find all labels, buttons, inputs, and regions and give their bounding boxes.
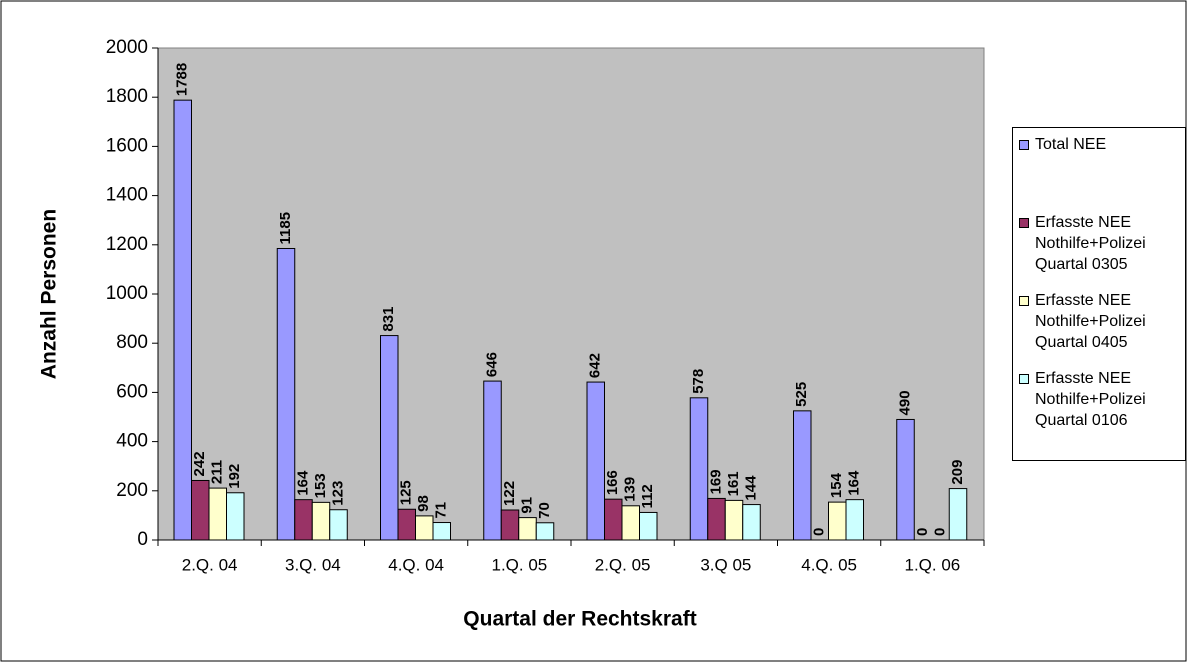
y-tick-label: 1800 [106,86,148,107]
bar [500,509,520,541]
value-label: 0 [811,528,828,536]
y-tick-label: 0 [137,529,148,550]
bar [604,498,623,541]
legend-entry: Total NEE [1019,134,1179,155]
bar [276,247,296,541]
y-tick-label: 800 [116,332,148,353]
bar [191,479,210,541]
bar [415,515,434,541]
bar [793,410,812,541]
bar [226,492,245,541]
legend-entry: Erfasste NEE Nothilfe+Polizei Quartal 03… [1019,212,1179,275]
y-tick-label: 1600 [106,135,148,156]
value-label: 144 [742,475,759,501]
x-tick-label: 2.Q. 05 [595,555,651,574]
value-label: 153 [312,473,329,498]
bar [294,499,313,541]
y-tick-label: 1400 [106,185,148,206]
y-tick-label: 1000 [106,283,148,304]
bar [432,522,451,541]
bar [948,488,968,541]
y-tick-label: 200 [116,480,148,501]
y-tick-label: 400 [116,431,148,452]
bar [586,381,605,541]
value-label: 98 [415,495,432,512]
x-tick-label: 4.Q. 04 [388,555,444,574]
value-label: 70 [536,502,553,519]
x-tick-label: 2.Q. 04 [182,555,238,574]
legend-label: Erfasste NEE Nothilfe+Polizei Quartal 01… [1035,370,1146,429]
x-tick-label: 1.Q. 05 [491,555,547,574]
bar [828,501,847,541]
bar [896,418,915,541]
bar [483,380,502,541]
value-label: 192 [226,464,243,489]
legend-label: Erfasste NEE Nothilfe+Polizei Quartal 03… [1035,214,1146,273]
bar [380,335,399,541]
bar [329,509,348,541]
y-axis-label: Anzahl Personen [38,209,61,379]
legend-swatch [1019,374,1029,384]
value-label: 1185 [277,212,294,245]
value-label: 578 [690,369,707,394]
bar [535,522,555,541]
value-label: 0 [931,528,948,536]
value-label: 211 [209,460,226,484]
value-label: 525 [793,382,810,407]
value-label: 161 [725,471,742,496]
bar [742,504,761,541]
y-tick-label: 1200 [106,234,148,255]
value-label: 154 [828,472,845,498]
bar [518,517,537,541]
legend-swatch [1019,296,1029,306]
legend: Total NEE Erfasste NEE Nothilfe+Polizei Q… [1012,127,1186,461]
value-label: 122 [501,481,518,506]
value-label: 164 [846,470,863,496]
value-label: 112 [639,484,656,508]
x-axis-label: Quartal der Rechtskraft [463,608,696,631]
x-tick-label: 1.Q. 06 [904,555,960,574]
value-label: 831 [380,307,397,332]
bar [397,508,416,541]
value-label: 646 [483,352,500,377]
legend-swatch [1019,218,1029,228]
bar [311,501,331,541]
x-tick-label: 3.Q. 04 [285,555,341,574]
bar [707,497,726,541]
x-tick-label: 3.Q 05 [700,555,751,574]
legend-swatch [1019,140,1029,150]
value-label: 91 [518,497,535,514]
value-label: 169 [707,469,724,494]
value-label: 1788 [174,63,191,96]
legend-label: Erfasste NEE Nothilfe+Polizei Quartal 04… [1035,292,1146,351]
legend-entry: Erfasste NEE Nothilfe+Polizei Quartal 01… [1019,368,1179,431]
legend-label: Total NEE [1035,136,1107,153]
value-label: 139 [622,477,639,502]
value-label: 242 [191,451,208,476]
bar [173,99,192,541]
value-label: 123 [329,481,346,506]
x-tick-label: 4.Q. 05 [801,555,857,574]
value-label: 490 [896,390,913,415]
value-label: 209 [949,460,966,485]
value-label: 125 [398,480,415,505]
value-label: 0 [914,528,931,536]
plot-area [157,47,985,541]
bar [689,397,709,541]
legend-entry: Erfasste NEE Nothilfe+Polizei Quartal 04… [1019,290,1179,353]
value-label: 642 [587,353,604,378]
value-label: 166 [604,470,621,495]
bar [621,505,640,541]
y-tick-label: 600 [116,381,148,402]
value-label: 164 [294,470,311,496]
bar [208,487,227,541]
value-label: 71 [433,502,450,519]
bar [845,499,864,541]
bar [724,499,744,541]
bar [639,511,658,541]
y-tick-label: 2000 [106,37,148,58]
